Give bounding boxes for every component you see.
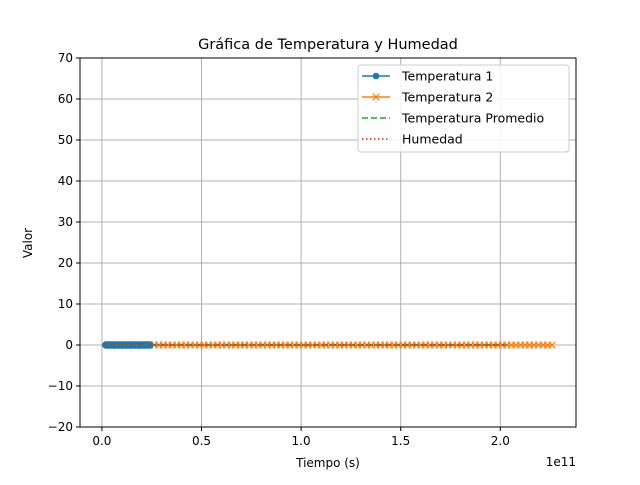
y-tick-label: 40 xyxy=(58,174,73,188)
x-offset-label: 1e11 xyxy=(546,455,576,469)
chart-title: Gráfica de Temperatura y Humedad xyxy=(198,37,458,53)
x-tick-label: 1.0 xyxy=(292,434,311,448)
y-axis-ticks: −20 −10 0 10 20 30 40 50 60 70 xyxy=(48,51,80,434)
y-tick-label: 0 xyxy=(65,338,73,352)
data-point xyxy=(548,341,556,349)
x-tick-label: 2.0 xyxy=(491,434,510,448)
y-tick-label: 50 xyxy=(58,133,73,147)
legend-marker xyxy=(372,93,380,101)
x-tick-label: 0.0 xyxy=(92,434,111,448)
y-tick-label: 70 xyxy=(58,51,73,65)
y-tick-label: −20 xyxy=(48,420,73,434)
x-axis-ticks: 0.0 0.5 1.0 1.5 2.0 xyxy=(92,427,510,448)
y-axis-label: Valor xyxy=(21,228,35,258)
legend-label: Temperatura 1 xyxy=(401,69,493,84)
x-axis-label: Tiempo (s) xyxy=(295,456,360,470)
legend-label: Humedad xyxy=(402,132,463,147)
legend-item: Temperatura 1 xyxy=(362,69,493,84)
legend: Temperatura 1 Temperatura 2 Temperatura Pr… xyxy=(357,64,570,153)
legend-item: Temperatura Promedio xyxy=(362,111,544,126)
plot-frame xyxy=(79,57,577,428)
legend-item: Temperatura 2 xyxy=(362,90,493,105)
legend-label: Temperatura 2 xyxy=(401,90,493,105)
y-tick-label: 10 xyxy=(58,297,73,311)
y-tick-label: 20 xyxy=(58,256,73,270)
y-tick-label: 30 xyxy=(58,215,73,229)
legend-box xyxy=(357,64,570,153)
legend-marker xyxy=(372,72,380,80)
x-tick-label: 1.5 xyxy=(391,434,410,448)
legend-item: Humedad xyxy=(362,132,463,147)
series-layer xyxy=(102,341,556,349)
y-tick-label: −10 xyxy=(48,379,73,393)
legend-label: Temperatura Promedio xyxy=(401,111,544,126)
x-tick-label: 0.5 xyxy=(192,434,211,448)
y-tick-label: 60 xyxy=(58,92,73,106)
